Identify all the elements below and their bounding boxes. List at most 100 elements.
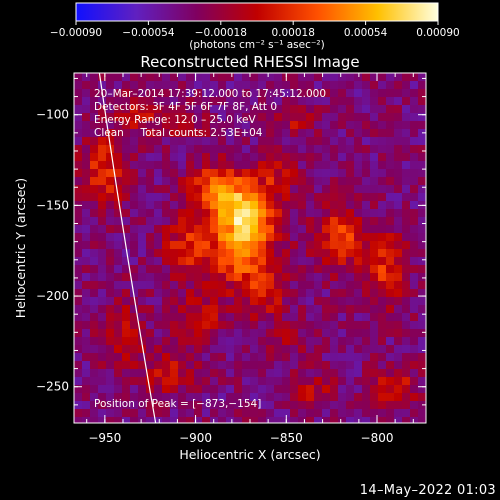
heatmap-cell	[146, 89, 155, 98]
heatmap-cell	[178, 385, 187, 394]
heatmap-cell	[410, 305, 419, 314]
heatmap-cell	[194, 377, 203, 386]
heatmap-cell	[130, 409, 139, 418]
heatmap-cell	[242, 153, 251, 162]
heatmap-cell	[370, 145, 379, 154]
heatmap-cell	[410, 137, 419, 146]
heatmap-cell	[298, 337, 307, 346]
heatmap-cell	[346, 409, 355, 418]
heatmap-cell	[346, 209, 355, 218]
heatmap-cell	[386, 305, 395, 314]
heatmap-cell	[226, 257, 235, 266]
heatmap-cell	[74, 185, 83, 194]
heatmap-cell	[106, 169, 115, 178]
heatmap-cell	[418, 121, 426, 130]
heatmap-cell	[290, 185, 299, 194]
heatmap-cell	[346, 265, 355, 274]
heatmap-cell	[74, 409, 83, 418]
heatmap-cell	[266, 321, 275, 330]
heatmap-cell	[410, 105, 419, 114]
heatmap-cell	[194, 249, 203, 258]
heatmap-cell	[218, 73, 227, 82]
heatmap-cell	[410, 241, 419, 250]
heatmap-cell	[330, 265, 339, 274]
heatmap-cell	[274, 73, 283, 82]
heatmap-cell	[362, 305, 371, 314]
heatmap-cell	[274, 289, 283, 298]
heatmap-cell	[410, 201, 419, 210]
heatmap-cell	[114, 137, 123, 146]
heatmap-cell	[266, 361, 275, 370]
heatmap-cell	[290, 393, 299, 402]
heatmap-cell	[418, 377, 426, 386]
heatmap-cell	[210, 233, 219, 242]
heatmap-cell	[354, 97, 363, 106]
heatmap-cell	[194, 313, 203, 322]
heatmap-cell	[418, 217, 426, 226]
heatmap-cell	[274, 105, 283, 114]
heatmap-cell	[306, 265, 315, 274]
heatmap-cell	[242, 249, 251, 258]
heatmap-cell	[146, 353, 155, 362]
heatmap-cell	[130, 217, 139, 226]
heatmap-cell	[186, 217, 195, 226]
heatmap-cell	[250, 345, 259, 354]
heatmap-cell	[418, 97, 426, 106]
heatmap-cell	[250, 161, 259, 170]
heatmap-cell	[122, 273, 131, 282]
heatmap-cell	[74, 345, 83, 354]
heatmap-cell	[290, 385, 299, 394]
heatmap-cell	[410, 97, 419, 106]
heatmap-cell	[146, 313, 155, 322]
heatmap-cell	[242, 81, 251, 90]
heatmap-cell	[290, 225, 299, 234]
heatmap-cell	[154, 289, 163, 298]
heatmap-cell	[330, 417, 339, 423]
heatmap-cell	[370, 73, 379, 82]
heatmap-cell	[130, 417, 139, 423]
heatmap-cell	[394, 233, 403, 242]
heatmap-cell	[194, 417, 203, 423]
heatmap-cell	[274, 217, 283, 226]
heatmap-cell	[138, 281, 147, 290]
heatmap-cell	[242, 385, 251, 394]
heatmap-cell	[378, 121, 387, 130]
heatmap-cell	[394, 81, 403, 90]
heatmap-cell	[138, 153, 147, 162]
heatmap-cell	[154, 105, 163, 114]
heatmap-cell	[338, 233, 347, 242]
heatmap-cell	[90, 273, 99, 282]
heatmap-cell	[290, 169, 299, 178]
heatmap-cell	[258, 169, 267, 178]
heatmap-cell	[386, 113, 395, 122]
heatmap-cell	[122, 361, 131, 370]
heatmap-cell	[266, 409, 275, 418]
heatmap-cell	[266, 377, 275, 386]
heatmap-cell	[114, 297, 123, 306]
heatmap-cell	[218, 401, 227, 410]
heatmap-cell	[138, 265, 147, 274]
heatmap-cell	[250, 313, 259, 322]
heatmap-cell	[170, 249, 179, 258]
heatmap-cell	[266, 329, 275, 338]
heatmap-cell	[250, 129, 259, 138]
heatmap-cell	[354, 249, 363, 258]
heatmap-cell	[162, 193, 171, 202]
heatmap-cell	[298, 129, 307, 138]
heatmap-cell	[290, 257, 299, 266]
heatmap-cell	[314, 273, 323, 282]
heatmap-cell	[74, 385, 83, 394]
heatmap-cell	[218, 377, 227, 386]
heatmap-cell	[106, 249, 115, 258]
heatmap-cell	[314, 417, 323, 423]
heatmap-cell	[258, 233, 267, 242]
heatmap-cell	[234, 177, 243, 186]
heatmap-cell	[314, 345, 323, 354]
heatmap-cell	[98, 329, 107, 338]
heatmap-cell	[218, 97, 227, 106]
heatmap-cell	[194, 145, 203, 154]
heatmap-cell	[386, 385, 395, 394]
heatmap-cell	[170, 401, 179, 410]
heatmap-cell	[194, 305, 203, 314]
heatmap-cell	[74, 105, 83, 114]
